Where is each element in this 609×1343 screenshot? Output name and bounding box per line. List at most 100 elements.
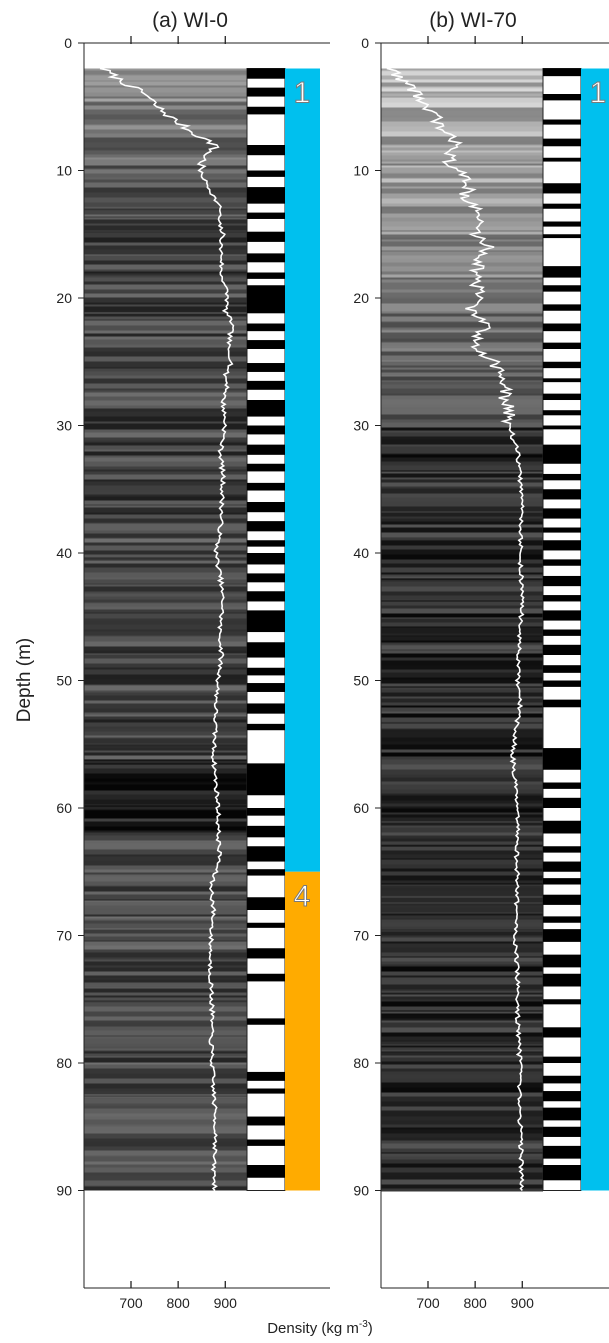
core-band (381, 461, 543, 464)
core-band (381, 711, 543, 714)
core-band (84, 154, 247, 158)
core-band (84, 1156, 247, 1162)
layer-band (247, 323, 285, 332)
core-band (84, 74, 247, 76)
core-band (381, 858, 543, 860)
core-band (381, 806, 543, 809)
core-band (84, 1073, 247, 1079)
core-band (84, 764, 247, 769)
core-band (84, 437, 247, 441)
core-band (84, 768, 247, 774)
core-band (381, 759, 543, 765)
core-band (381, 239, 543, 242)
core-band (381, 871, 543, 876)
core-band (84, 346, 247, 348)
core-band (381, 599, 543, 601)
layer-band (543, 878, 581, 885)
core-band (381, 162, 543, 164)
layer-band (247, 68, 285, 79)
core-band (84, 368, 247, 372)
core-band (84, 726, 247, 729)
core-band (381, 649, 543, 651)
core-band (84, 469, 247, 472)
core-band (381, 653, 543, 658)
core-band (381, 303, 543, 306)
core-band (381, 1057, 543, 1061)
core-band (84, 830, 247, 833)
core-band (381, 1036, 543, 1041)
core-band (84, 1133, 247, 1139)
layer-band (247, 922, 285, 928)
core-band (381, 650, 543, 654)
core-band (84, 545, 247, 551)
core-band (84, 124, 247, 126)
core-band (84, 759, 247, 761)
core-band (84, 557, 247, 559)
core-band (84, 133, 247, 138)
core-band (381, 744, 543, 750)
x-axis-label-exponent: -3 (359, 1319, 368, 1330)
core-band (84, 1098, 247, 1104)
core-band (381, 446, 543, 449)
y-tick-label: 40 (353, 545, 369, 561)
core-band (381, 230, 543, 232)
core-band (381, 1188, 543, 1192)
core-image-strip (84, 68, 247, 1191)
core-band (381, 994, 543, 997)
core-band (84, 978, 247, 980)
layer-band (543, 1107, 581, 1121)
core-band (381, 574, 543, 577)
layer-band (543, 1126, 581, 1137)
core-band (381, 1133, 543, 1138)
core-band (381, 471, 543, 474)
layer-band (247, 380, 285, 390)
core-band (381, 399, 543, 405)
core-band (84, 794, 247, 800)
layer-band (543, 1165, 581, 1181)
y-tick-label: 60 (56, 800, 72, 816)
core-band (84, 1185, 247, 1187)
core-band (84, 849, 247, 855)
panel-title: (b) WI-70 (429, 9, 517, 32)
core-band (84, 984, 247, 987)
panel-wi-70: (b) WI-70 1 0 10 20 30 40 50 60 70 80 90 700 800 900 (353, 9, 609, 1311)
core-band (84, 567, 247, 573)
layer-band (543, 1056, 581, 1064)
core-band (84, 703, 247, 709)
core-band (84, 832, 247, 836)
layer-band (543, 973, 581, 987)
core-band (84, 914, 247, 917)
core-band (381, 822, 543, 826)
layer-band (247, 231, 285, 242)
core-band (84, 1058, 247, 1063)
core-band (381, 511, 543, 513)
core-band (381, 427, 543, 431)
core-band (84, 432, 247, 438)
core-band (381, 913, 543, 916)
core-band (381, 1167, 543, 1173)
core-band (84, 872, 247, 875)
core-band (84, 408, 247, 412)
core-band (84, 471, 247, 475)
core-band (84, 1011, 247, 1017)
core-band (84, 813, 247, 819)
core-band (381, 289, 543, 293)
core-band (381, 159, 543, 162)
core-band (84, 979, 247, 983)
core-image-strip (381, 68, 543, 1192)
core-band (381, 1159, 543, 1164)
core-band (84, 1026, 247, 1031)
y-tick-label: 70 (56, 928, 72, 944)
core-band (84, 596, 247, 600)
core-band (84, 957, 247, 960)
layer-band (247, 444, 285, 455)
layer-band (543, 929, 581, 942)
core-band (381, 537, 543, 539)
core-band (84, 1124, 247, 1127)
core-band (381, 679, 543, 684)
core-band (84, 593, 247, 597)
core-band (381, 774, 543, 778)
y-tick-label: 30 (353, 418, 369, 434)
core-band (381, 595, 543, 600)
core-band (84, 841, 247, 844)
